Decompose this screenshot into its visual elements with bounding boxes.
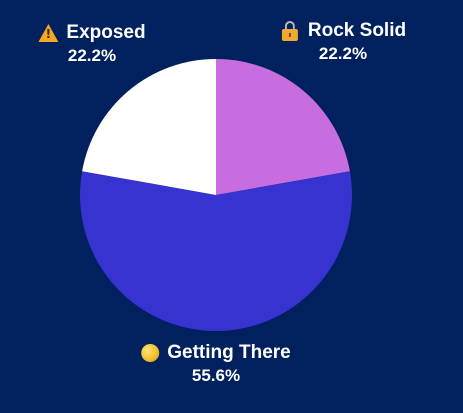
slice-name-getting-there: Getting There xyxy=(167,342,291,363)
slice-exposed xyxy=(82,59,217,195)
slice-label-exposed: Exposed 22.2% xyxy=(38,22,146,67)
lock-icon xyxy=(280,21,300,41)
slice-name-exposed: Exposed xyxy=(66,22,146,43)
warning-icon xyxy=(38,23,59,43)
slice-label-getting-there: Getting There 55.6% xyxy=(141,342,291,387)
slice-name-rock-solid: Rock Solid xyxy=(307,20,407,41)
slice-value-exposed: 22.2% xyxy=(67,46,117,65)
slice-getting-there xyxy=(80,171,352,331)
slice-label-rock-solid: Rock Solid 22.2% xyxy=(280,20,406,65)
slice-rock-solid xyxy=(216,59,350,195)
slice-value-getting-there: 55.6% xyxy=(191,366,241,385)
coin-icon xyxy=(141,344,160,362)
slice-value-rock-solid: 22.2% xyxy=(318,44,368,63)
